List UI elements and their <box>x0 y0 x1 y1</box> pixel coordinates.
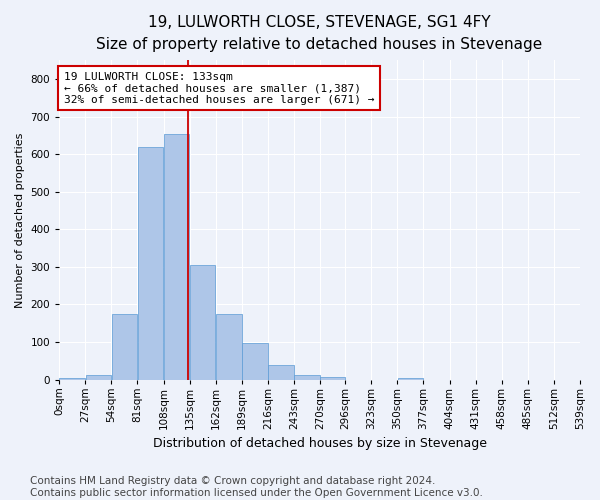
Y-axis label: Number of detached properties: Number of detached properties <box>15 132 25 308</box>
Bar <box>138 146 163 380</box>
Text: 19 LULWORTH CLOSE: 133sqm
← 66% of detached houses are smaller (1,387)
32% of se: 19 LULWORTH CLOSE: 133sqm ← 66% of detac… <box>64 72 374 105</box>
Bar <box>164 134 190 380</box>
Bar <box>112 314 137 380</box>
Bar <box>320 376 345 380</box>
Bar <box>268 366 294 380</box>
Bar <box>216 314 242 380</box>
Bar <box>294 374 320 380</box>
Bar <box>59 378 85 380</box>
Bar <box>86 374 111 380</box>
Bar <box>398 378 423 380</box>
Text: Contains HM Land Registry data © Crown copyright and database right 2024.
Contai: Contains HM Land Registry data © Crown c… <box>30 476 483 498</box>
Bar <box>242 343 268 380</box>
X-axis label: Distribution of detached houses by size in Stevenage: Distribution of detached houses by size … <box>152 437 487 450</box>
Bar <box>190 265 215 380</box>
Title: 19, LULWORTH CLOSE, STEVENAGE, SG1 4FY
Size of property relative to detached hou: 19, LULWORTH CLOSE, STEVENAGE, SG1 4FY S… <box>97 15 543 52</box>
